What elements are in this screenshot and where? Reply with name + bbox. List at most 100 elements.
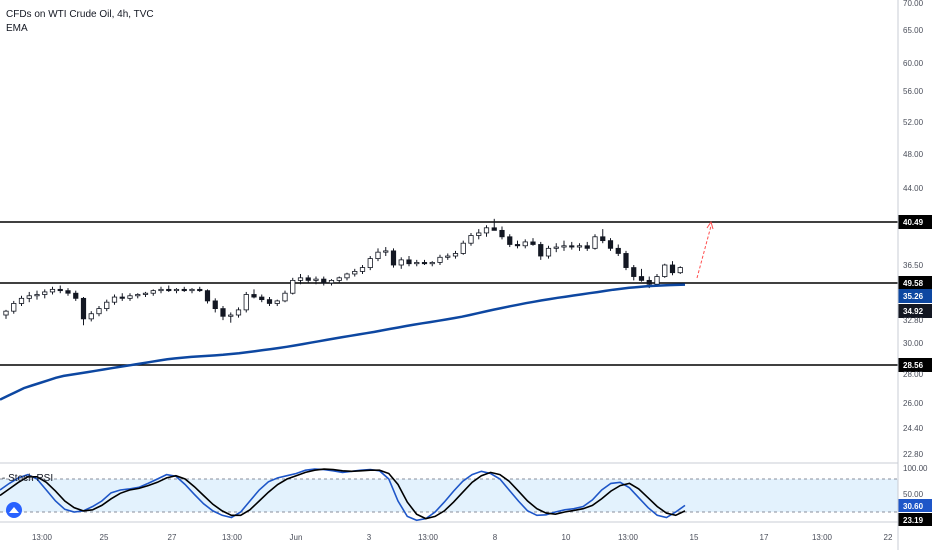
time-tick-label: 13:00	[32, 533, 53, 542]
ema-price-tag	[898, 289, 932, 303]
candle-body	[173, 288, 180, 292]
projection-arrow	[696, 220, 714, 279]
candle-body	[18, 297, 25, 304]
stoch-rsi-name: Stoch RSI	[8, 473, 54, 484]
candle-body	[321, 278, 327, 284]
candle-body	[646, 279, 652, 285]
ema-line	[0, 283, 686, 401]
candle-body	[11, 303, 17, 312]
candle-body	[111, 296, 118, 303]
candle-body	[65, 290, 71, 294]
candle-body	[561, 245, 567, 248]
candle-body	[662, 264, 668, 277]
time-tick-label: 3	[367, 533, 372, 542]
candle-body	[119, 296, 125, 299]
time-tick-label: 10	[562, 533, 571, 542]
candle-body	[553, 246, 559, 249]
candle-body	[406, 259, 412, 265]
candle-body	[414, 262, 420, 265]
time-tick-label: 13:00	[812, 533, 833, 542]
candle-body	[282, 292, 288, 302]
candle-body	[88, 313, 94, 320]
candle-body	[452, 253, 459, 257]
level-price-tag	[898, 358, 932, 372]
candle-body	[352, 271, 358, 275]
time-tick-label: 13:00	[418, 533, 439, 542]
candle-body	[429, 262, 435, 265]
candle-body	[212, 300, 218, 310]
stoch-tick-label: 30.60	[903, 502, 924, 511]
candle-body	[600, 236, 606, 242]
candle-body	[491, 227, 497, 231]
level-price-tag	[898, 276, 932, 290]
tradingview-logo-icon[interactable]	[6, 502, 22, 518]
candle-body	[274, 300, 280, 304]
candle-body	[266, 299, 273, 304]
candle-body	[42, 291, 48, 295]
candle-body	[677, 267, 683, 274]
time-tick-label: 17	[760, 533, 769, 542]
last-price-label: 34.92	[903, 307, 924, 316]
candle-body	[623, 253, 629, 268]
last-price-tag	[898, 304, 932, 318]
candle-body	[654, 276, 660, 285]
candle-body	[166, 288, 172, 292]
candle-body	[375, 251, 381, 259]
stoch-tick-label: 100.00	[903, 464, 928, 473]
candle-body	[569, 245, 575, 248]
candle-body	[220, 308, 226, 317]
price-tick-label: 65.00	[903, 26, 924, 35]
stoch-tick-label: 50.00	[903, 490, 924, 499]
candle-body	[669, 264, 676, 274]
candle-body	[259, 296, 265, 301]
ema-price-label: 35.26	[903, 292, 924, 301]
horizontal-levels: 40.49 49.58 28.56 35.26 34.92	[0, 215, 932, 372]
time-tick-label: Jun	[290, 533, 303, 542]
stoch-rsi-panel: 100.00 50.00 30.60 23.19	[0, 464, 932, 526]
candle-body	[204, 290, 211, 302]
candle-body	[313, 278, 319, 281]
time-tick-label: 13:00	[222, 533, 243, 542]
price-tick-label: 26.00	[903, 399, 924, 408]
price-tick-label: 70.00	[903, 0, 924, 8]
candle-body	[615, 247, 621, 254]
candle-body	[483, 227, 490, 234]
candle-body	[297, 277, 304, 281]
time-tick-label: 27	[168, 533, 177, 542]
candle-body	[189, 288, 195, 292]
arrow-head-icon	[706, 220, 714, 230]
candle-body	[235, 309, 242, 316]
price-tick-label: 22.80	[903, 450, 924, 459]
candle-body	[421, 262, 428, 265]
candle-body	[514, 244, 521, 247]
candle-body	[538, 244, 544, 257]
time-tick-label: 13:00	[618, 533, 639, 542]
candle-body	[127, 295, 133, 299]
candle-body	[576, 245, 583, 248]
candle-body	[49, 288, 56, 293]
candle-body	[445, 255, 451, 258]
candle-body	[499, 229, 505, 238]
candle-body	[390, 250, 397, 266]
level-price-label: 40.49	[903, 218, 924, 227]
candle-body	[328, 279, 335, 284]
candle-body	[158, 288, 164, 292]
candle-body	[197, 288, 203, 292]
candle-body	[437, 256, 443, 263]
candle-body	[305, 277, 311, 281]
price-axis: 70.00 65.00 60.00 56.00 52.00 48.00 44.00 36.50…	[903, 0, 924, 459]
candle-body	[522, 241, 528, 247]
level-price-label: 28.56	[903, 361, 924, 370]
time-tick-label: 25	[100, 533, 109, 542]
price-tick-label: 36.50	[903, 261, 924, 270]
candle-body	[460, 242, 466, 254]
candle-body	[135, 294, 141, 297]
candle-body	[80, 297, 87, 320]
stoch-rsi-label: - Stoch RSI	[2, 473, 54, 484]
candle-body	[592, 236, 598, 249]
indicator-name: EMA	[6, 23, 28, 34]
stoch-value-tag	[898, 499, 932, 512]
candle-body	[290, 279, 296, 294]
stoch-d-line	[0, 468, 686, 520]
